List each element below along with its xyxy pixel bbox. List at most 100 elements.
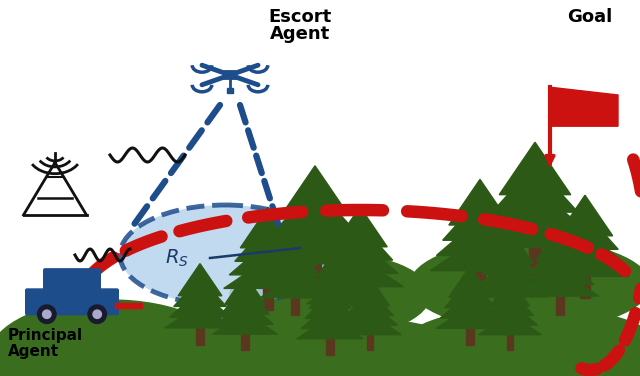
Polygon shape [475, 271, 485, 295]
Polygon shape [264, 261, 326, 287]
Polygon shape [337, 304, 344, 320]
Polygon shape [309, 264, 321, 290]
Polygon shape [260, 274, 330, 298]
Circle shape [38, 305, 56, 323]
Polygon shape [485, 187, 585, 230]
Polygon shape [196, 328, 204, 345]
Ellipse shape [120, 205, 330, 305]
Polygon shape [443, 199, 517, 240]
Polygon shape [355, 287, 365, 308]
Polygon shape [346, 290, 394, 315]
Polygon shape [492, 164, 578, 212]
Text: Agent: Agent [8, 344, 59, 359]
Polygon shape [483, 244, 538, 274]
Polygon shape [275, 186, 355, 231]
Polygon shape [490, 277, 530, 306]
Polygon shape [473, 272, 547, 297]
Polygon shape [526, 255, 594, 284]
Polygon shape [115, 303, 142, 308]
Polygon shape [547, 230, 624, 263]
Polygon shape [449, 179, 511, 225]
Polygon shape [224, 259, 312, 288]
Polygon shape [521, 270, 599, 296]
Polygon shape [479, 314, 541, 335]
Polygon shape [531, 240, 589, 273]
Polygon shape [307, 282, 373, 304]
Polygon shape [269, 247, 321, 276]
Polygon shape [229, 242, 307, 275]
Polygon shape [227, 88, 234, 93]
Polygon shape [550, 87, 618, 126]
Polygon shape [477, 258, 542, 286]
Polygon shape [319, 243, 361, 273]
Polygon shape [273, 233, 317, 266]
Polygon shape [173, 277, 227, 306]
Polygon shape [297, 317, 364, 339]
Polygon shape [282, 166, 348, 215]
Polygon shape [165, 305, 235, 328]
Polygon shape [178, 264, 222, 296]
Polygon shape [333, 207, 387, 247]
Circle shape [88, 305, 106, 323]
Polygon shape [339, 314, 401, 335]
Polygon shape [440, 293, 500, 318]
Polygon shape [301, 304, 359, 329]
Polygon shape [507, 335, 513, 350]
Polygon shape [235, 224, 301, 261]
Polygon shape [309, 278, 351, 308]
Polygon shape [241, 334, 248, 350]
Text: Principal: Principal [8, 328, 83, 343]
Ellipse shape [410, 240, 640, 330]
FancyBboxPatch shape [25, 288, 119, 315]
Polygon shape [315, 256, 365, 284]
Polygon shape [225, 274, 266, 305]
Polygon shape [221, 287, 269, 314]
Text: Escort: Escort [268, 8, 332, 26]
Polygon shape [552, 212, 618, 249]
Text: Goal: Goal [568, 8, 612, 26]
Polygon shape [580, 276, 590, 298]
Polygon shape [430, 238, 530, 271]
Polygon shape [499, 142, 571, 195]
Polygon shape [223, 71, 237, 79]
Polygon shape [467, 329, 474, 345]
Polygon shape [487, 229, 533, 263]
Polygon shape [449, 266, 492, 297]
Polygon shape [483, 302, 538, 325]
Polygon shape [367, 335, 373, 350]
Polygon shape [311, 269, 369, 294]
Polygon shape [541, 247, 629, 276]
Polygon shape [316, 258, 404, 287]
Circle shape [43, 310, 51, 318]
Polygon shape [529, 247, 541, 275]
Polygon shape [326, 339, 333, 355]
Polygon shape [556, 296, 564, 315]
Polygon shape [262, 228, 369, 264]
Ellipse shape [230, 253, 430, 337]
Polygon shape [291, 298, 299, 315]
Polygon shape [212, 312, 278, 334]
Polygon shape [436, 218, 524, 255]
Ellipse shape [0, 300, 230, 376]
Polygon shape [436, 306, 504, 329]
Text: $R_S$: $R_S$ [165, 247, 189, 268]
Polygon shape [342, 302, 397, 325]
Polygon shape [216, 300, 273, 324]
FancyBboxPatch shape [43, 268, 101, 292]
Circle shape [93, 310, 101, 318]
Polygon shape [478, 209, 592, 247]
Polygon shape [536, 225, 584, 261]
Text: Agent: Agent [270, 25, 330, 43]
Polygon shape [268, 208, 362, 247]
Polygon shape [170, 291, 230, 317]
Polygon shape [305, 291, 355, 318]
Polygon shape [263, 288, 273, 310]
Polygon shape [486, 290, 534, 315]
Polygon shape [445, 279, 495, 308]
Polygon shape [557, 195, 612, 236]
Polygon shape [506, 297, 514, 315]
Ellipse shape [150, 315, 490, 376]
Polygon shape [350, 277, 390, 306]
Polygon shape [241, 207, 296, 248]
Ellipse shape [390, 306, 640, 376]
